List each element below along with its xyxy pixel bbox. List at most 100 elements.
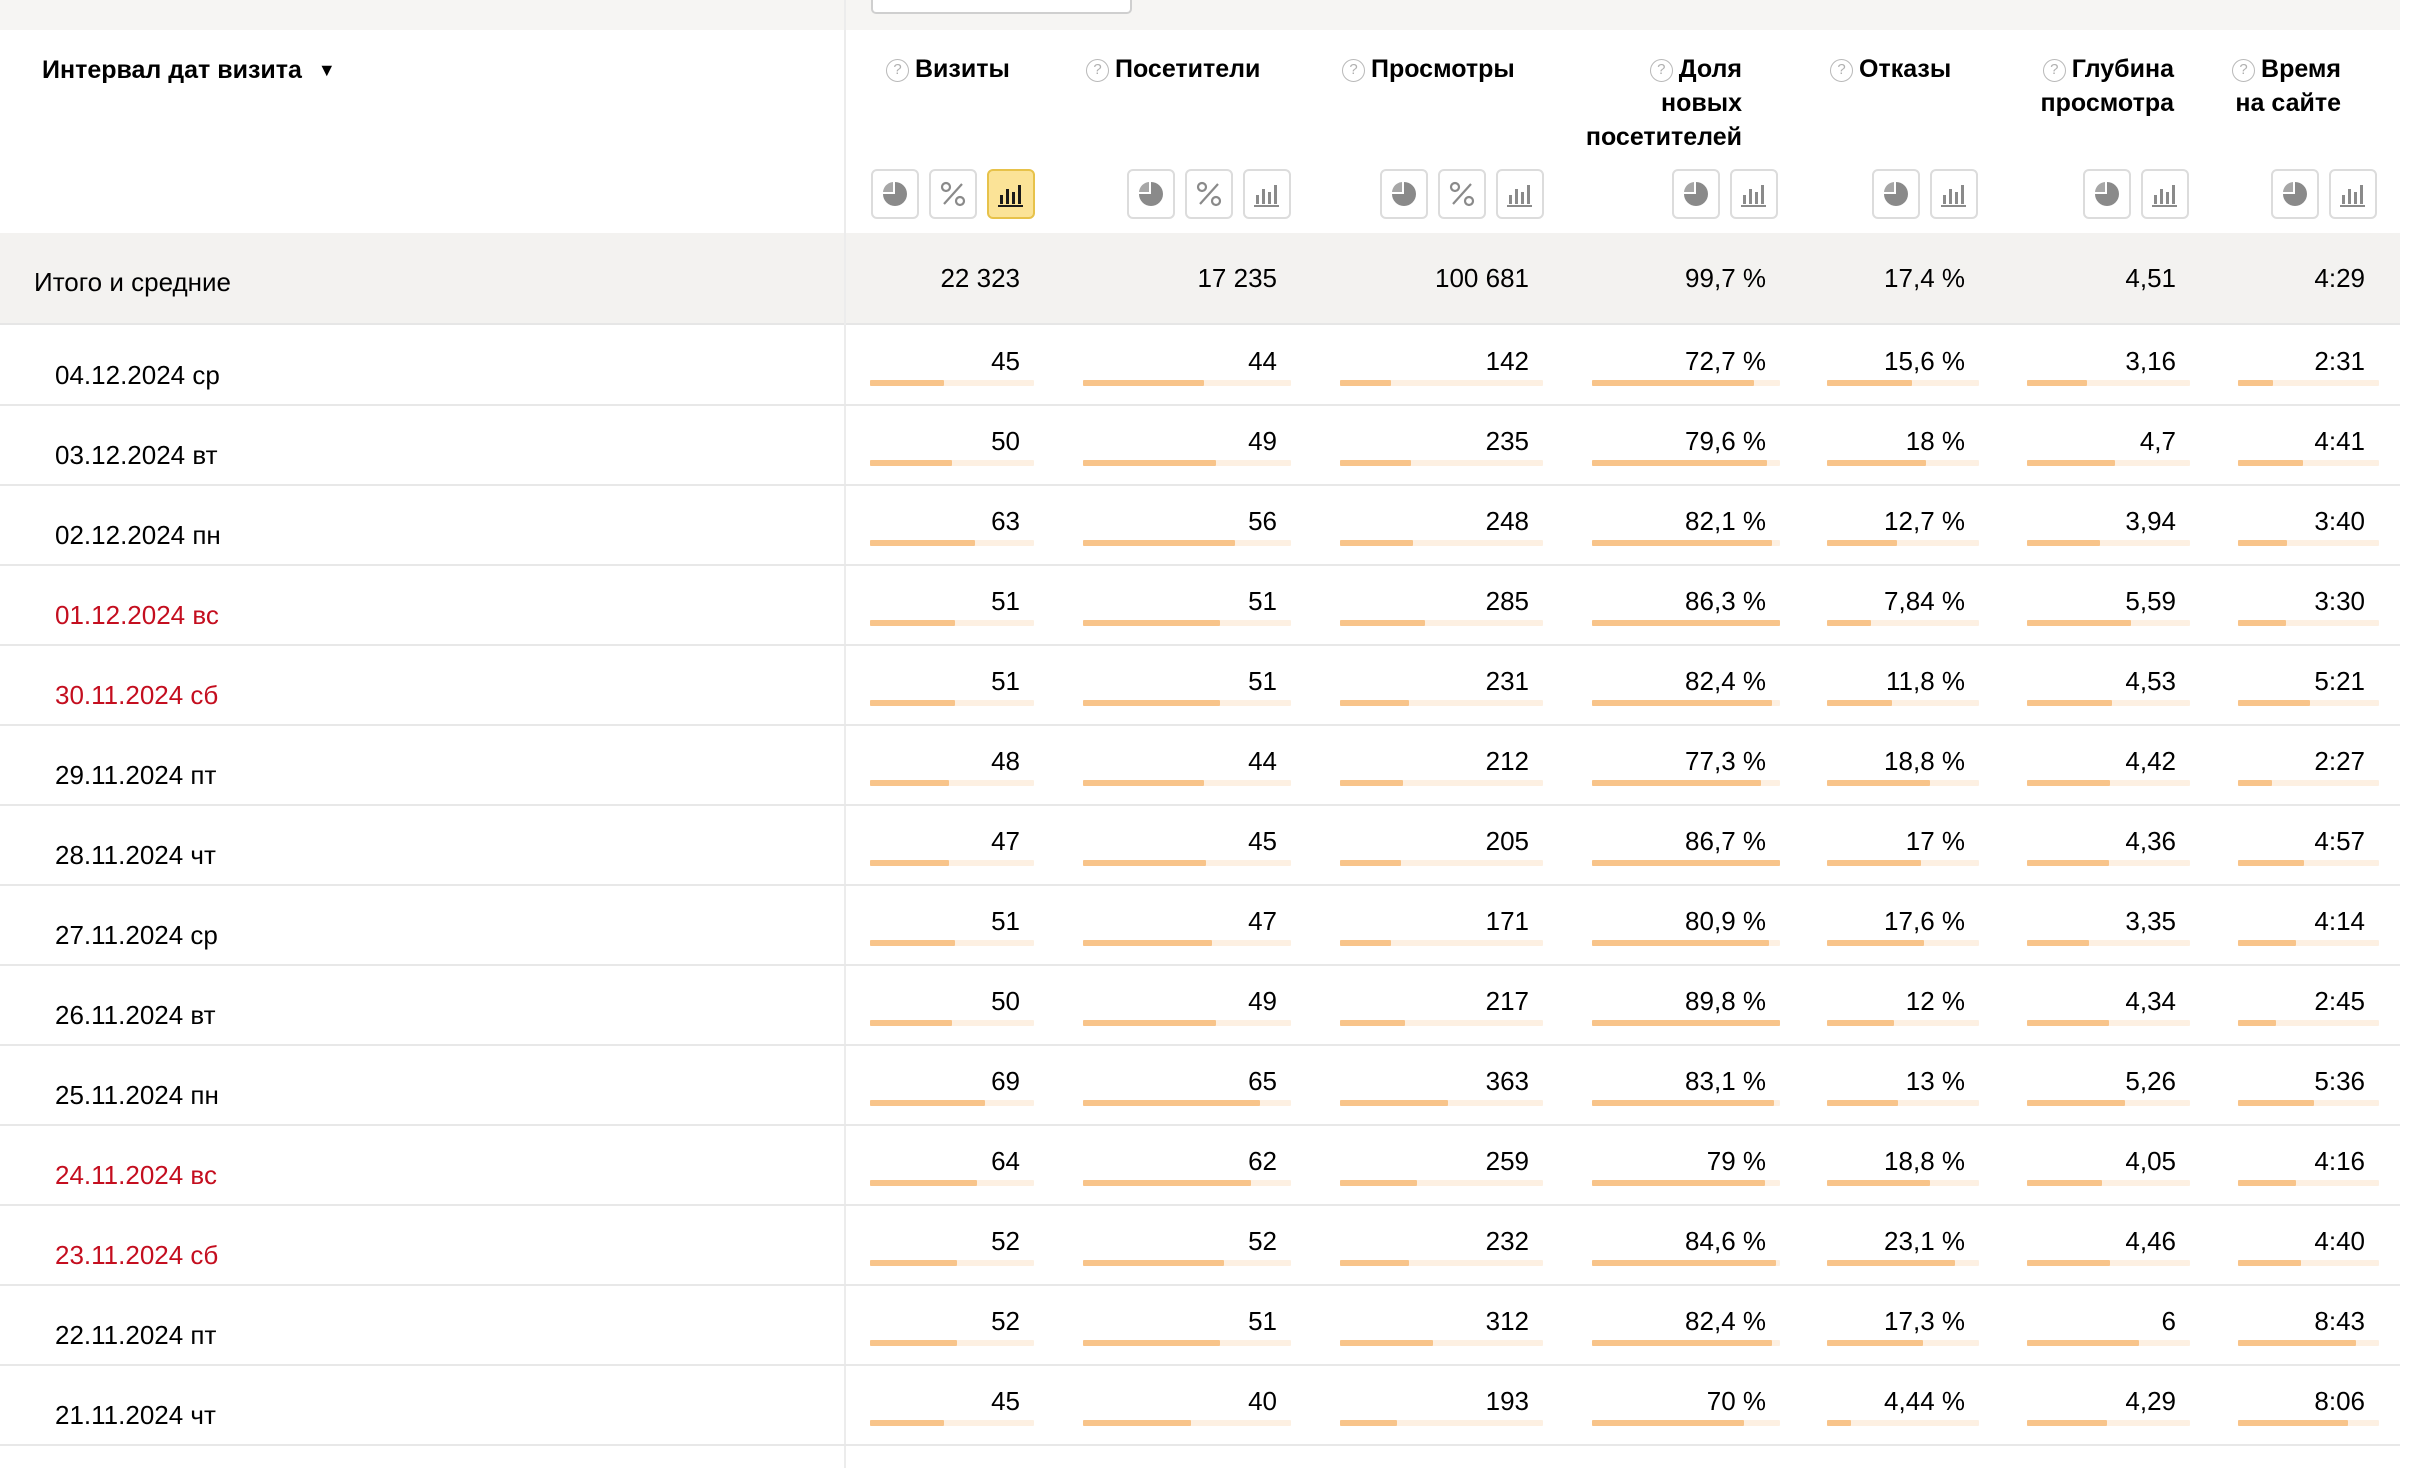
cell-value-depth: 3,16 [2125, 346, 2176, 376]
cell-value-time: 4:14 [2314, 906, 2365, 936]
row-date: 22.11.2024 пт [55, 1320, 217, 1350]
column-header-visits[interactable]: ? Визиты [886, 52, 1010, 86]
help-icon[interactable]: ? [1830, 59, 1853, 82]
table-row[interactable]: 21.11.2024 чт 45 40 193 70 % 4,44 % 4,29 8:06 [0, 1366, 2400, 1446]
cell-bar-fill [2238, 540, 2287, 546]
cell-value-visits: 52 [991, 1226, 1020, 1256]
cell-bar-track [1340, 1100, 1543, 1106]
cell-bar-track [1827, 780, 1979, 786]
sort-descending-icon[interactable]: ▼ [317, 60, 336, 80]
row-date: 26.11.2024 вт [55, 1000, 216, 1030]
cell-bar-track [2027, 1180, 2190, 1186]
cell-bar-fill [2027, 620, 2131, 626]
bar-chart-button[interactable] [1730, 169, 1778, 219]
bar-chart-button[interactable] [2141, 169, 2189, 219]
cell-bar-fill [2027, 1420, 2107, 1426]
percent-button[interactable] [929, 169, 977, 219]
bar-chart-button[interactable] [1496, 169, 1544, 219]
cell-bar-fill [1340, 780, 1403, 786]
cell-value-visits: 47 [991, 826, 1020, 856]
table-row[interactable]: 25.11.2024 пн 69 65 363 83,1 % 13 % 5,26 5:36 [0, 1046, 2400, 1126]
pie-chart-button[interactable] [2083, 169, 2131, 219]
column-header-depth[interactable]: ? Глубина просмотра [2041, 52, 2174, 120]
cell-bar-track [1340, 780, 1543, 786]
row-date: 02.12.2024 пн [55, 520, 221, 550]
cell-bar-track [1340, 1260, 1543, 1266]
table-row[interactable]: 27.11.2024 ср 51 47 171 80,9 % 17,6 % 3,35 4:14 [0, 886, 2400, 966]
table-row[interactable]: 03.12.2024 вт 50 49 235 79,6 % 18 % 4,7 4:41 [0, 406, 2400, 486]
table-row[interactable]: 04.12.2024 ср 45 44 142 72,7 % 15,6 % 3,16 2:31 [0, 326, 2400, 406]
help-icon[interactable]: ? [886, 59, 909, 82]
cell-bar-fill [1340, 1340, 1433, 1346]
table-row[interactable]: 01.12.2024 вс 51 51 285 86,3 % 7,84 % 5,59 3:30 [0, 566, 2400, 646]
cell-value-new_share: 86,3 % [1685, 586, 1766, 616]
cell-bar-fill [1340, 460, 1411, 466]
cell-bar-fill [1083, 860, 1206, 866]
column-header-text: Время [2261, 55, 2341, 83]
pie-chart-button[interactable] [1872, 169, 1920, 219]
cell-bar-track [2238, 540, 2379, 546]
column-header-text: новых [1661, 89, 1742, 117]
cell-value-depth: 4,05 [2125, 1146, 2176, 1176]
help-icon[interactable]: ? [2042, 59, 2066, 82]
cell-bar-fill [870, 380, 944, 386]
pie-chart-button[interactable] [871, 169, 919, 219]
help-icon[interactable]: ? [1342, 59, 1365, 82]
cell-value-visitors: 51 [1248, 586, 1277, 616]
column-header-time[interactable]: ? Время на сайте [2232, 52, 2341, 120]
pie-chart-button[interactable] [1672, 169, 1720, 219]
cell-value-views: 259 [1485, 1146, 1529, 1176]
column-header-text: Глубина [2071, 55, 2174, 83]
pie-chart-button[interactable] [1127, 169, 1175, 219]
table-row[interactable]: 24.11.2024 вс 64 62 259 79 % 18,8 % 4,05 4:16 [0, 1126, 2400, 1206]
table-row[interactable]: 28.11.2024 чт 47 45 205 86,7 % 17 % 4,36 4:57 [0, 806, 2400, 886]
table-row[interactable]: 26.11.2024 вт 50 49 217 89,8 % 12 % 4,34 2:45 [0, 966, 2400, 1046]
column-header-bounces[interactable]: ? Отказы [1830, 52, 1951, 86]
cell-bar-track [1592, 620, 1780, 626]
cell-bar-track [1592, 380, 1780, 386]
table-row[interactable]: 30.11.2024 сб 51 51 231 82,4 % 11,8 % 4,53 5:21 [0, 646, 2400, 726]
row-date: 01.12.2024 вс [55, 600, 219, 630]
cell-value-visitors: 51 [1248, 1306, 1277, 1336]
help-icon[interactable]: ? [1649, 59, 1673, 82]
cell-value-bounces: 11,8 % [1885, 666, 1965, 696]
totals-value-bounces: 17,4 % [1884, 263, 1965, 293]
cell-bar-track [2238, 1420, 2379, 1426]
dimension-header[interactable]: Интервал дат визита ▼ [42, 56, 336, 85]
cell-bar-track [2027, 1260, 2190, 1266]
row-date: 25.11.2024 пн [55, 1080, 219, 1110]
column-header-line: ? Отказы [1830, 52, 1951, 86]
percent-button[interactable] [1185, 169, 1233, 219]
column-header-text: Доля [1678, 55, 1742, 83]
cell-value-visitors: 49 [1248, 986, 1277, 1016]
help-icon[interactable]: ? [1086, 59, 1109, 82]
pie-chart-button[interactable] [2271, 169, 2319, 219]
cell-bar-track [2238, 780, 2379, 786]
table-row[interactable]: 29.11.2024 пт 48 44 212 77,3 % 18,8 % 4,42 2:27 [0, 726, 2400, 806]
column-header-visitors[interactable]: ? Посетители [1086, 52, 1260, 86]
cell-bar-track [2238, 1180, 2379, 1186]
top-dropdown-control[interactable] [871, 0, 1132, 14]
cell-bar-track [870, 380, 1034, 386]
table-row[interactable]: 23.11.2024 сб 52 52 232 84,6 % 23,1 % 4,46 4:40 [0, 1206, 2400, 1286]
cell-bar-track [2027, 860, 2190, 866]
cell-bar-fill [1592, 1260, 1776, 1266]
bar-chart-button[interactable] [1930, 169, 1978, 219]
pie-chart-button[interactable] [1380, 169, 1428, 219]
cell-bar-track [1592, 1100, 1780, 1106]
cell-value-time: 4:41 [2314, 426, 2365, 456]
cell-value-views: 171 [1485, 906, 1529, 936]
cell-bar-track [870, 620, 1034, 626]
table-row[interactable]: 02.12.2024 пн 63 56 248 82,1 % 12,7 % 3,94 3:40 [0, 486, 2400, 566]
bar-chart-button[interactable] [987, 169, 1035, 219]
bar-chart-button[interactable] [1243, 169, 1291, 219]
column-header-new_share[interactable]: ? Доля новых посетителей [1586, 52, 1742, 154]
percent-button[interactable] [1438, 169, 1486, 219]
column-header-views[interactable]: ? Просмотры [1342, 52, 1515, 86]
help-icon[interactable]: ? [2232, 59, 2256, 82]
table-row[interactable]: 22.11.2024 пт 52 51 312 82,4 % 17,3 % 6 8:43 [0, 1286, 2400, 1366]
cell-bar-fill [1340, 540, 1413, 546]
cell-bar-fill [1340, 1100, 1448, 1106]
bar-chart-button[interactable] [2329, 169, 2377, 219]
visualization-buttons-visitors [1127, 169, 1291, 219]
